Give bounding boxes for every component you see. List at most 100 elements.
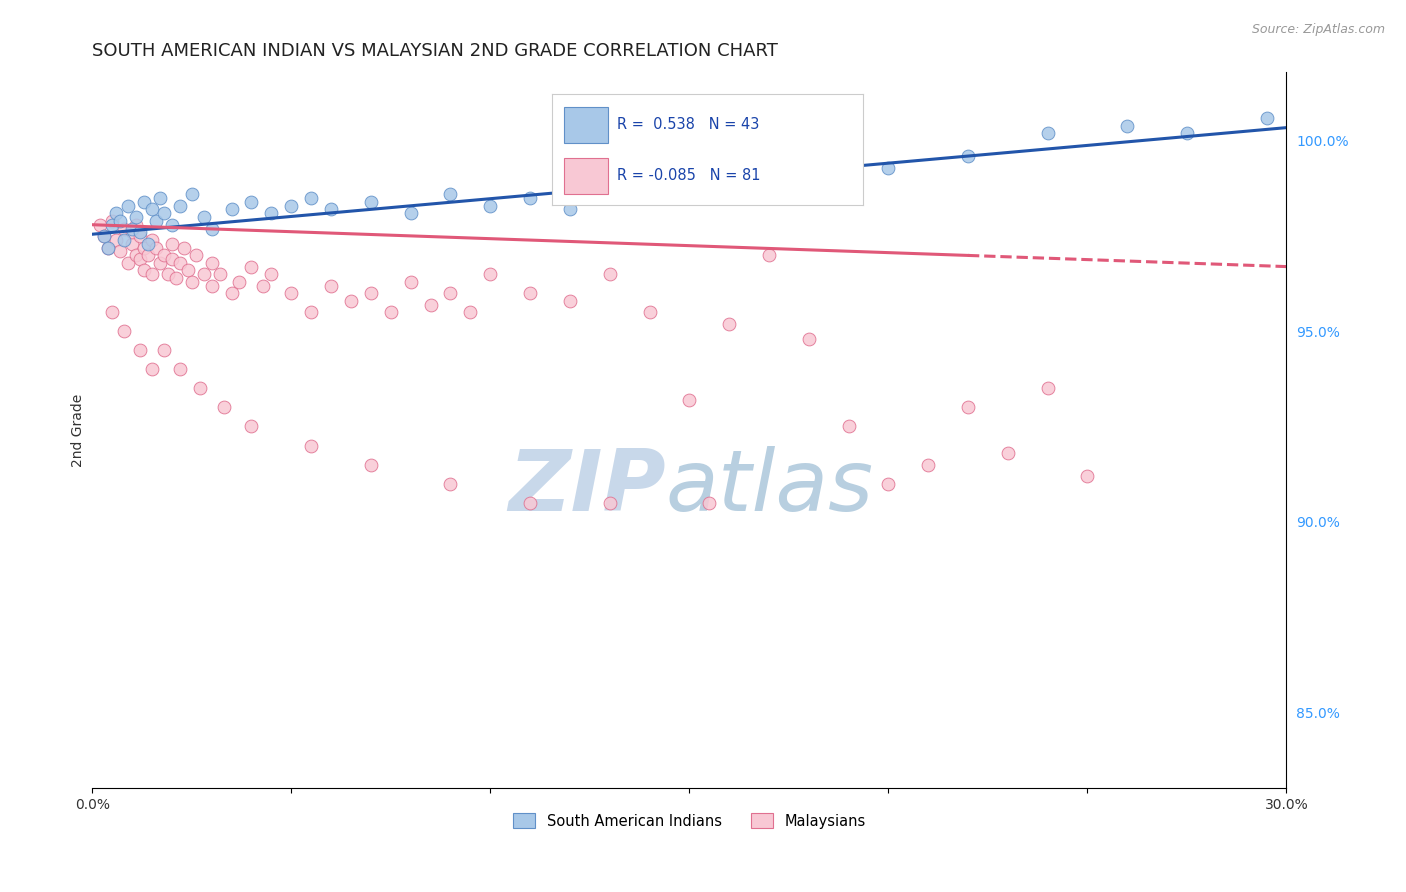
Point xyxy=(460,305,482,319)
Point xyxy=(112,324,135,338)
Point xyxy=(228,275,250,289)
Point xyxy=(141,202,163,217)
Text: Source: ZipAtlas.com: Source: ZipAtlas.com xyxy=(1251,23,1385,37)
Point xyxy=(240,419,263,434)
Point xyxy=(360,286,382,301)
Point xyxy=(160,218,183,232)
Point xyxy=(165,271,187,285)
Point xyxy=(121,221,143,235)
Point xyxy=(1116,119,1139,133)
Point xyxy=(201,278,224,293)
Point xyxy=(280,286,302,301)
Point xyxy=(129,225,152,239)
Point xyxy=(252,278,274,293)
Point xyxy=(1076,469,1098,483)
Point xyxy=(956,149,979,163)
Point xyxy=(117,256,139,270)
Point xyxy=(519,286,541,301)
Point xyxy=(93,229,115,244)
Point xyxy=(117,199,139,213)
Y-axis label: 2nd Grade: 2nd Grade xyxy=(72,393,86,467)
Point xyxy=(797,172,820,186)
Point xyxy=(479,199,502,213)
Point xyxy=(121,236,143,251)
Point xyxy=(177,263,200,277)
Point xyxy=(678,176,700,190)
Point xyxy=(599,267,621,281)
Point xyxy=(108,244,131,259)
Point xyxy=(638,184,661,198)
Point xyxy=(697,495,720,509)
Point xyxy=(718,191,741,205)
Point xyxy=(678,392,700,407)
Point xyxy=(160,236,183,251)
Point xyxy=(917,458,939,472)
Point xyxy=(439,286,461,301)
Point xyxy=(360,458,382,472)
Point xyxy=(201,221,224,235)
Point xyxy=(141,233,163,247)
Point xyxy=(149,256,172,270)
Point xyxy=(877,161,900,175)
Point xyxy=(112,221,135,235)
Point xyxy=(240,260,263,274)
Point xyxy=(340,293,363,308)
Point xyxy=(599,495,621,509)
Point xyxy=(101,218,124,232)
Point xyxy=(558,293,581,308)
Point xyxy=(141,362,163,376)
Point xyxy=(93,229,115,244)
Point xyxy=(399,206,422,220)
Point xyxy=(221,286,243,301)
Point xyxy=(101,305,124,319)
Point xyxy=(153,206,176,220)
Point xyxy=(1036,126,1059,140)
Point xyxy=(519,191,541,205)
Point xyxy=(149,191,172,205)
Point xyxy=(145,214,167,228)
Point xyxy=(153,248,176,262)
Point xyxy=(280,199,302,213)
Point xyxy=(105,206,128,220)
Point xyxy=(212,401,235,415)
Point xyxy=(877,476,900,491)
Point xyxy=(101,214,124,228)
Point xyxy=(439,476,461,491)
Point xyxy=(129,229,152,244)
Point xyxy=(180,275,202,289)
Point xyxy=(558,202,581,217)
Point xyxy=(201,256,224,270)
Point xyxy=(184,248,207,262)
Point xyxy=(399,275,422,289)
Point xyxy=(173,241,195,255)
Point xyxy=(97,241,120,255)
Point xyxy=(136,248,159,262)
Point xyxy=(129,343,152,358)
Point xyxy=(145,241,167,255)
Point xyxy=(129,252,152,266)
Point xyxy=(638,305,661,319)
Point xyxy=(180,187,202,202)
Point xyxy=(439,187,461,202)
Point xyxy=(997,446,1019,460)
Point xyxy=(319,202,342,217)
Point xyxy=(956,401,979,415)
Point xyxy=(240,194,263,209)
Point xyxy=(125,218,148,232)
Point xyxy=(97,241,120,255)
Point xyxy=(260,206,283,220)
Point xyxy=(108,214,131,228)
Point xyxy=(125,248,148,262)
Point xyxy=(1175,126,1198,140)
Point xyxy=(208,267,231,281)
Point xyxy=(160,252,183,266)
Text: atlas: atlas xyxy=(665,446,873,529)
Point xyxy=(718,317,741,331)
Point xyxy=(153,343,176,358)
Point xyxy=(221,202,243,217)
Point xyxy=(260,267,283,281)
Point xyxy=(136,236,159,251)
Point xyxy=(299,191,322,205)
Point xyxy=(141,267,163,281)
Point xyxy=(132,263,155,277)
